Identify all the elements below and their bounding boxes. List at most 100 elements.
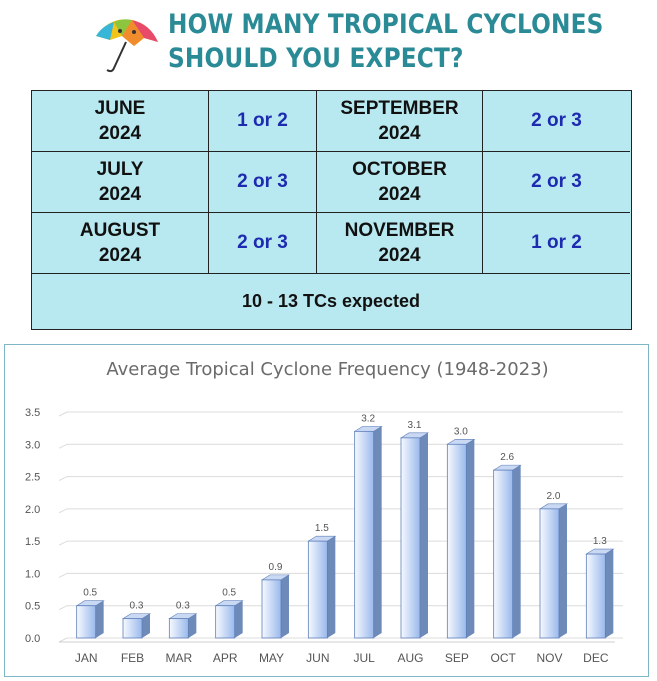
x-tick-label: MAR bbox=[165, 651, 192, 665]
y-tick-label: 0.5 bbox=[25, 601, 40, 613]
bar-nov bbox=[539, 508, 560, 639]
bar-dec bbox=[585, 553, 606, 639]
month-cell: SEPTEMBER 2024 bbox=[317, 91, 483, 152]
month-cell: JULY 2024 bbox=[32, 152, 209, 213]
bar-side bbox=[142, 613, 150, 638]
count-value: 2 or 3 bbox=[531, 171, 582, 192]
bar-side bbox=[466, 439, 475, 638]
month-name: NOVEMBER bbox=[344, 220, 455, 241]
data-label: 0.5 bbox=[222, 588, 236, 599]
title-line-1: HOW MANY TROPICAL CYCLONES bbox=[168, 9, 604, 40]
x-tick-label: MAY bbox=[259, 651, 284, 665]
data-label: 0.3 bbox=[176, 601, 190, 612]
header: HOW MANY TROPICAL CYCLONES SHOULD YOU EX… bbox=[0, 0, 657, 88]
page-title: HOW MANY TROPICAL CYCLONES SHOULD YOU EX… bbox=[168, 8, 604, 76]
bar-sep bbox=[446, 443, 467, 639]
bar-side bbox=[420, 432, 428, 638]
count-value: 2 or 3 bbox=[531, 110, 582, 131]
data-label: 3.1 bbox=[408, 420, 422, 431]
x-tick-label: NOV bbox=[536, 651, 562, 665]
x-tick-label: FEB bbox=[121, 651, 144, 665]
month-year: 2024 bbox=[378, 184, 421, 205]
count-cell: 2 or 3 bbox=[483, 91, 630, 152]
bar-mar bbox=[168, 618, 189, 639]
y-tick-label: 2.5 bbox=[25, 472, 40, 484]
bar-feb bbox=[122, 618, 143, 639]
month-year: 2024 bbox=[378, 123, 421, 144]
bar-jan bbox=[76, 605, 97, 639]
bar-side bbox=[605, 549, 614, 638]
umbrella-logo-icon bbox=[96, 19, 158, 73]
x-tick-label: AUG bbox=[397, 651, 423, 665]
bar-side bbox=[327, 536, 336, 638]
data-label: 2.6 bbox=[500, 452, 514, 463]
bar-side bbox=[373, 426, 382, 638]
chart-panel: Average Tropical Cyclone Frequency (1948… bbox=[4, 344, 649, 677]
gridline-depth bbox=[58, 637, 68, 643]
count-cell: 2 or 3 bbox=[483, 152, 630, 213]
gridline-depth bbox=[58, 572, 68, 578]
count-value: 2 or 3 bbox=[237, 232, 288, 253]
gridline-depth bbox=[58, 540, 68, 546]
bar-jun bbox=[307, 540, 328, 639]
bar-apr bbox=[215, 605, 236, 639]
bar-side bbox=[95, 600, 104, 638]
bar-chart: 0.0 0.5 1.0 1.5 2.0 2.5 3.0 3.5 0.5 JAN 0.3 FEB 0.3 M… bbox=[25, 407, 623, 665]
y-tick-label: 1.0 bbox=[25, 568, 40, 580]
data-label: 1.3 bbox=[593, 536, 607, 547]
bar-side bbox=[234, 600, 243, 638]
month-cell: NOVEMBER 2024 bbox=[317, 213, 483, 274]
month-cell: AUGUST 2024 bbox=[32, 213, 209, 274]
month-cell: OCTOBER 2024 bbox=[317, 152, 483, 213]
gridline-depth bbox=[58, 605, 68, 611]
bar-side bbox=[559, 503, 567, 638]
bar-side bbox=[188, 613, 197, 638]
gridline-depth bbox=[58, 508, 68, 514]
month-name: OCTOBER bbox=[352, 159, 447, 180]
month-name: AUGUST bbox=[79, 220, 161, 241]
count-cell: 1 or 2 bbox=[483, 213, 630, 274]
data-label: 0.5 bbox=[83, 588, 97, 599]
data-label: 3.0 bbox=[454, 426, 468, 437]
bar-jul bbox=[354, 430, 375, 639]
count-value: 1 or 2 bbox=[531, 232, 582, 253]
y-tick-label: 0.0 bbox=[25, 633, 40, 645]
gridline-depth bbox=[58, 443, 68, 449]
gridline-depth bbox=[58, 476, 68, 482]
x-tick-label: DEC bbox=[583, 651, 609, 665]
month-year: 2024 bbox=[98, 245, 142, 266]
bar-aug bbox=[400, 437, 421, 639]
x-tick-label: JAN bbox=[75, 651, 98, 665]
x-tick-label: SEP bbox=[445, 651, 469, 665]
y-tick-label: 1.5 bbox=[25, 536, 40, 548]
count-value: 1 or 2 bbox=[237, 110, 288, 131]
month-name: SEPTEMBER bbox=[340, 98, 459, 119]
month-year: 2024 bbox=[378, 245, 421, 266]
bar-side bbox=[281, 574, 289, 638]
data-label: 1.5 bbox=[315, 523, 329, 534]
bar-side bbox=[512, 465, 521, 638]
bar-may bbox=[261, 579, 282, 639]
x-tick-label: JUN bbox=[306, 651, 329, 665]
data-label: 0.9 bbox=[269, 562, 283, 573]
data-label: 0.3 bbox=[130, 601, 144, 612]
data-label: 3.2 bbox=[361, 413, 375, 424]
x-tick-label: OCT bbox=[490, 651, 516, 665]
month-cell: JUNE 2024 bbox=[32, 91, 209, 152]
month-name: JULY bbox=[96, 159, 144, 180]
count-value: 2 or 3 bbox=[237, 171, 288, 192]
count-cell: 1 or 2 bbox=[209, 91, 317, 152]
y-tick-label: 3.0 bbox=[25, 439, 40, 451]
y-tick-label: 3.5 bbox=[25, 407, 40, 419]
count-cell: 2 or 3 bbox=[209, 152, 317, 213]
y-tick-label: 2.0 bbox=[25, 504, 40, 516]
month-year: 2024 bbox=[98, 184, 142, 205]
x-tick-label: APR bbox=[213, 651, 238, 665]
bar-oct bbox=[493, 469, 514, 639]
data-label: 2.0 bbox=[547, 491, 561, 502]
month-name: JUNE bbox=[94, 98, 146, 119]
title-line-2: SHOULD YOU EXPECT? bbox=[168, 43, 464, 74]
month-year: 2024 bbox=[98, 123, 142, 144]
total-expected: 10 - 13 TCs expected bbox=[241, 291, 421, 311]
count-cell: 2 or 3 bbox=[209, 213, 317, 274]
